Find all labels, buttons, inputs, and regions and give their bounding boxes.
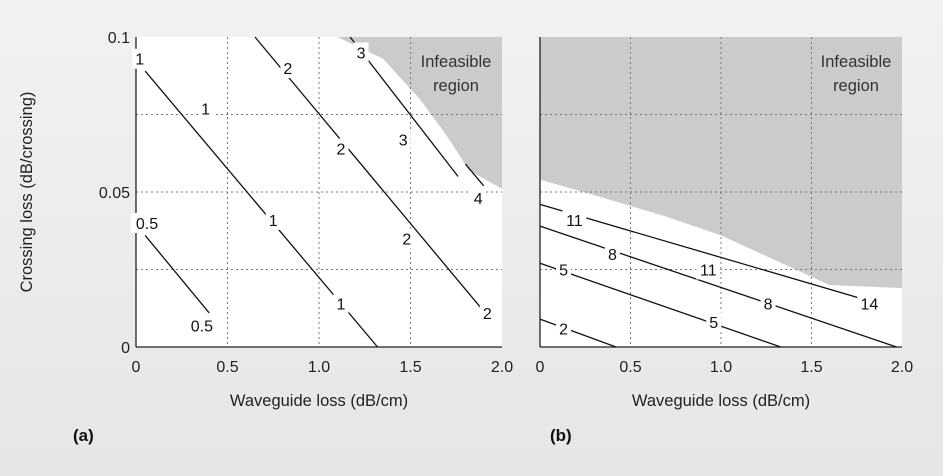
p0-contour-label: 1 (201, 101, 210, 118)
p0-y-axis-title: Crossing loss (dB/crossing) (18, 92, 36, 293)
p0-contour-label: 2 (483, 306, 492, 323)
p1-contour-label: 8 (608, 247, 617, 264)
p1-x-tick-label: 1.5 (800, 359, 822, 376)
p1-x-tick-label: 2.0 (891, 359, 913, 376)
p1-contour-label: 8 (764, 297, 773, 314)
panel-a-contour-plot: 0.5 0.5 1 1 1 1 2 2 2 2 3 3 4 0 0.5 1.0 1.5 2.0 0 0.05 0.1 Wa… (18, 30, 513, 445)
p1-x-tick-label: 0 (536, 359, 545, 376)
p0-contour-label: 2 (402, 232, 411, 249)
p0-x-axis-title: Waveguide loss (dB/cm) (230, 392, 408, 410)
p0-contour-label: 1 (135, 52, 144, 69)
p1-x-tick-label: 1.0 (710, 359, 732, 376)
p1-panel-label: (b) (550, 426, 572, 445)
p0-y-tick-label: 0 (121, 340, 130, 357)
p0-infeasible-label-line2: region (433, 77, 479, 95)
p0-x-tick-label: 0 (132, 359, 141, 376)
p1-x-axis-title: Waveguide loss (dB/cm) (632, 392, 810, 410)
p0-contour-label: 3 (399, 132, 408, 149)
p0-contour-label: 1 (337, 297, 346, 314)
p0-x-tick-label: 1.0 (308, 359, 330, 376)
p1-contour-label: 14 (861, 297, 879, 314)
p0-contour-label: 2 (337, 142, 346, 159)
p0-contour-label: 2 (283, 61, 292, 78)
panel-b-contour-plot: 2 5 5 8 8 11 11 14 0 0.5 1.0 1.5 2.0 Waveguide loss (… (536, 37, 914, 445)
p0-infeasible-label-line1: Infeasible (421, 53, 492, 71)
p1-infeasible-label-line2: region (833, 77, 879, 95)
p0-contour-label: 0.5 (191, 318, 213, 335)
p0-x-tick-label: 2.0 (491, 359, 513, 376)
p0-x-tick-label: 1.5 (399, 359, 421, 376)
p1-contour-label: 2 (559, 321, 568, 338)
p0-y-tick-label: 0.1 (108, 30, 130, 47)
p0-contour-label: 3 (357, 46, 366, 63)
p1-x-tick-label: 0.5 (619, 359, 641, 376)
p0-contour-label: 0.5 (136, 216, 158, 233)
p0-contour-label: 1 (269, 213, 278, 230)
p0-contour-label: 4 (474, 191, 483, 208)
p0-panel-label: (a) (73, 426, 94, 445)
p1-infeasible-label-line1: Infeasible (821, 53, 892, 71)
p1-contour-label: 5 (559, 263, 568, 280)
p1-contour-label: 5 (709, 315, 718, 332)
p0-y-tick-label: 0.05 (99, 185, 130, 202)
p1-contour-label: 11 (566, 213, 583, 230)
p0-x-tick-label: 0.5 (216, 359, 238, 376)
p1-contour-label: 11 (700, 263, 717, 280)
